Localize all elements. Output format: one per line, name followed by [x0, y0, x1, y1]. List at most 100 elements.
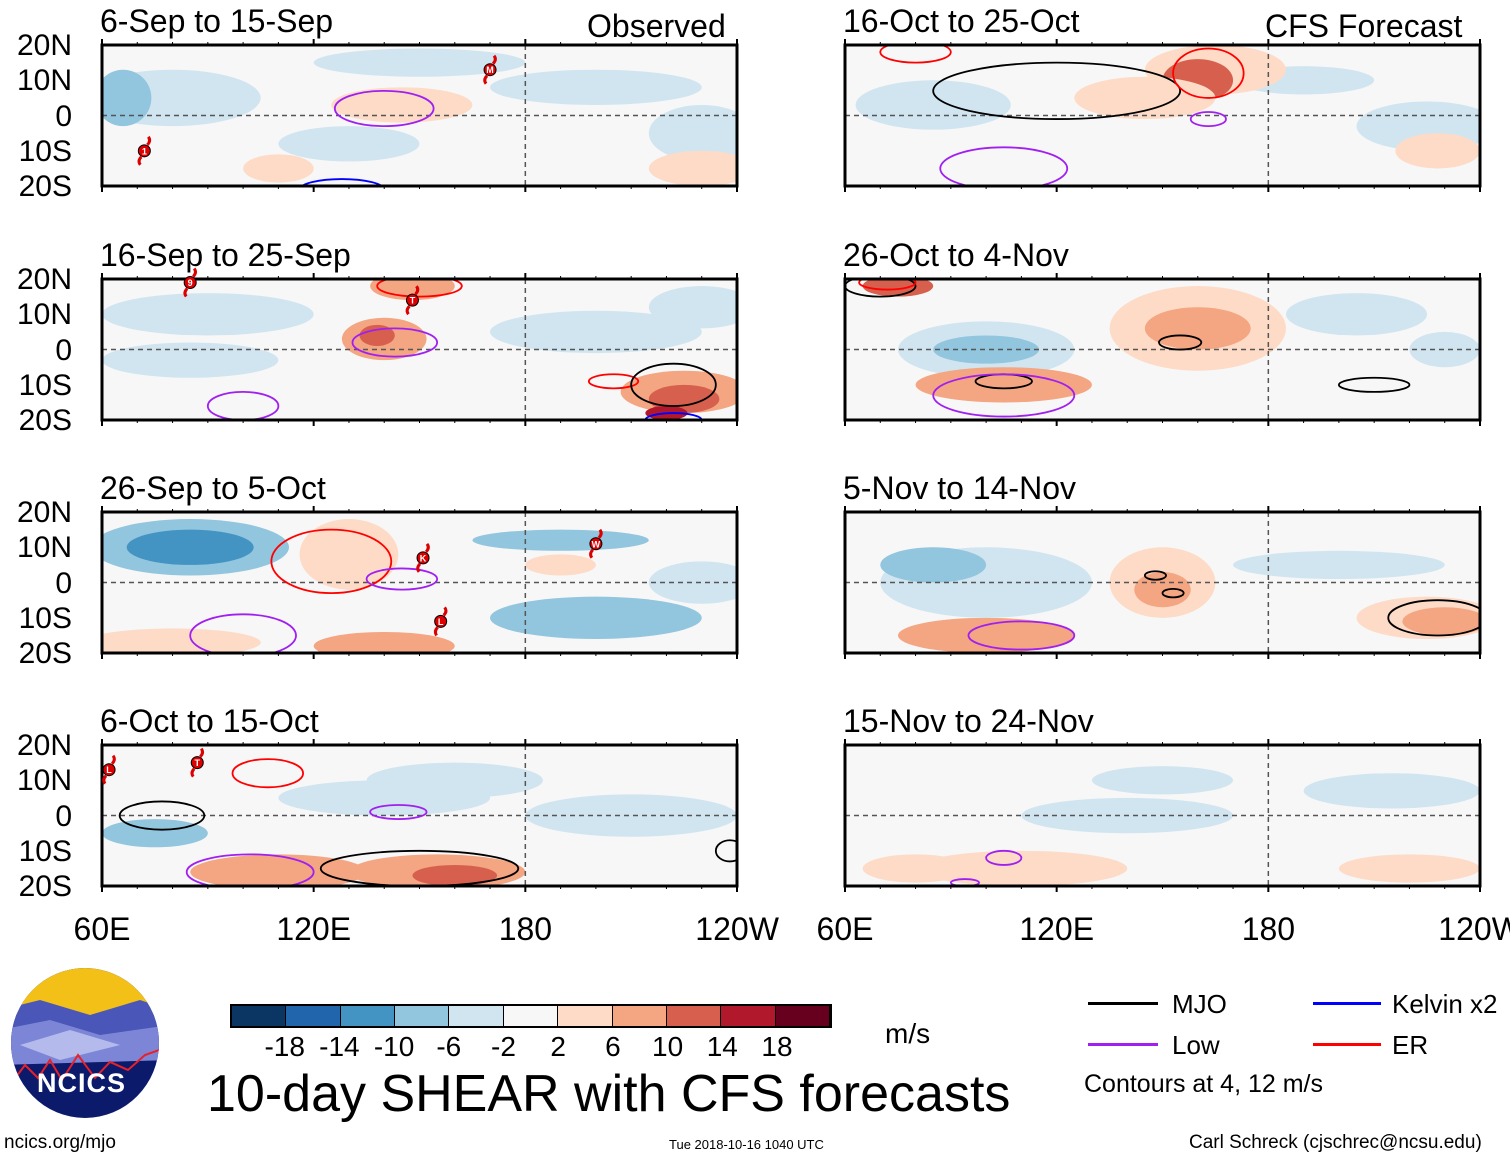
shear-anomaly-region [525, 794, 737, 837]
legend-kelvin-line [1313, 1002, 1381, 1005]
shear-anomaly-region [1395, 133, 1480, 169]
tropical-cyclone-icon: L [433, 606, 448, 637]
figure-title: 10-day SHEAR with CFS forecasts [207, 1065, 1011, 1123]
shear-anomaly-region [370, 279, 455, 301]
colorbar-swatch [775, 1006, 830, 1026]
x-tick-label: 120W [695, 911, 779, 947]
shear-anomaly-region [915, 850, 1128, 886]
wave-contour [967, 620, 1076, 651]
shear-anomaly-region [102, 628, 261, 653]
y-tick-label: 10N [16, 298, 72, 332]
wave-contour [185, 853, 315, 886]
forecast-label: CFS Forecast [1265, 8, 1463, 44]
y-tick-label: 10N [16, 64, 72, 98]
shear-anomaly-region [102, 819, 208, 848]
shear-anomaly-region [1402, 607, 1480, 636]
tropical-cyclone-icon: K [416, 542, 430, 573]
shear-anomaly-region [897, 617, 1075, 653]
storm-letter: W [592, 539, 601, 549]
tropical-cyclone-icon: T [190, 747, 205, 778]
shear-anomaly-region [126, 529, 254, 565]
shear-anomaly-region [1074, 76, 1216, 120]
tropical-cyclone-icon: W [589, 528, 603, 559]
tropical-cyclone-icon: 9 [183, 267, 197, 298]
panel-title: 5-Nov to 14-Nov [843, 470, 1076, 506]
legend-low: Low [1172, 1030, 1220, 1060]
wave-contour [351, 327, 439, 358]
colorbar-label: 18 [761, 1031, 793, 1062]
panel-title: 26-Sep to 5-Oct [100, 470, 326, 506]
shear-anomaly-region [102, 342, 279, 378]
map-panel [102, 745, 737, 886]
wave-contour [714, 839, 737, 863]
wave-contour [1337, 376, 1411, 393]
wave-contour [319, 849, 520, 886]
panel-title: 15-Nov to 24-Nov [843, 703, 1094, 739]
colorbar-label: -6 [436, 1031, 462, 1062]
shear-anomaly-region [366, 762, 543, 798]
wave-contour [1143, 570, 1167, 581]
colorbar-swatch [558, 1006, 613, 1026]
y-tick-label: 10S [18, 368, 72, 402]
wave-contour [231, 758, 304, 789]
colorbar-label: 2 [550, 1031, 566, 1062]
map-panel [845, 279, 1480, 420]
shear-anomaly-region [855, 80, 1011, 130]
storm-letter: L [106, 765, 112, 775]
colorbar-label: -2 [491, 1031, 516, 1062]
shear-anomaly-region [1285, 293, 1428, 336]
shear-anomaly-region [648, 561, 737, 604]
legend-mjo-line [1088, 1002, 1158, 1005]
shear-anomaly-region [412, 864, 498, 886]
footer-url[interactable]: ncics.org/mjo [4, 1132, 116, 1153]
wave-contour [270, 528, 393, 595]
shear-anomaly-region [359, 324, 395, 347]
shear-anomaly-region [278, 126, 420, 162]
wave-contour [1387, 599, 1480, 637]
wave-contour [189, 613, 297, 653]
wave-contour [939, 146, 1069, 186]
map-panel [845, 745, 1480, 886]
shear-anomaly-region [243, 154, 314, 183]
storm-letter: K [420, 553, 427, 563]
storm-letter: L [438, 617, 444, 627]
wave-contour [587, 373, 640, 390]
y-tick-label: 20S [18, 637, 72, 670]
shear-anomaly-region [1303, 773, 1480, 809]
shear-anomaly-region [490, 69, 702, 105]
y-tick-label: 0 [55, 99, 72, 133]
wave-contour [932, 373, 1076, 418]
shear-anomaly-region [102, 293, 314, 336]
map-panel [845, 512, 1480, 653]
shear-anomaly-region [1338, 854, 1480, 883]
colorbar-label: -14 [319, 1031, 360, 1062]
y-tick-label: 20N [16, 496, 72, 529]
storm-letter: 9 [188, 278, 193, 288]
y-tick-label: 0 [55, 333, 72, 367]
tropical-cyclone-icon: L [102, 754, 116, 785]
colorbar-swatch [395, 1006, 450, 1026]
wave-contour [118, 800, 206, 831]
observed-label: Observed [587, 8, 726, 44]
y-tick-label: 10S [18, 134, 72, 168]
shear-anomaly-region [1409, 331, 1480, 368]
x-tick-label: 180 [1241, 911, 1296, 947]
shear-anomaly-region [1091, 766, 1234, 795]
wave-contour [949, 878, 980, 886]
wave-contour [1172, 47, 1245, 99]
contour-note: Contours at 4, 12 m/s [1084, 1070, 1324, 1098]
panel-title: 16-Oct to 25-Oct [843, 3, 1080, 39]
colorbar-swatch [232, 1006, 287, 1026]
shear-anomaly-region [648, 286, 737, 329]
x-tick-label: 120E [1019, 911, 1095, 947]
wave-contour [206, 390, 280, 420]
colorbar [230, 1004, 832, 1028]
colorbar-label: -10 [373, 1031, 415, 1062]
storm-letter: T [410, 296, 416, 306]
wave-contour [1161, 588, 1185, 599]
storm-letter: 1 [142, 146, 147, 156]
map-panel [102, 45, 737, 186]
map-panel [102, 279, 737, 420]
